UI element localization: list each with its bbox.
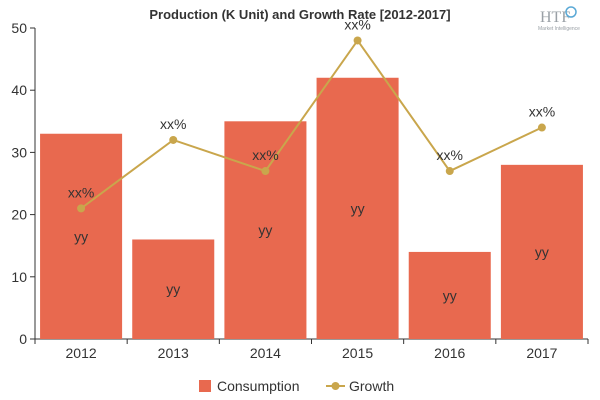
x-axis: 2012 2013 2014 2015 2016 2017	[34, 338, 589, 361]
logo-text: HTF	[540, 9, 570, 26]
bar	[224, 121, 307, 339]
legend-label-growth: Growth	[349, 378, 394, 394]
bar-label: yy	[74, 228, 88, 244]
bar	[316, 77, 399, 339]
legend-label-consumption: Consumption	[217, 378, 300, 394]
bar-label: yy	[166, 281, 180, 297]
bar	[132, 239, 215, 339]
bar	[408, 251, 491, 339]
bar-label: yy	[351, 200, 365, 216]
logo-subtext: Market Intelligence	[538, 26, 580, 32]
x-tick-label: 2015	[342, 345, 373, 361]
growth-point	[353, 36, 362, 45]
bar-series: yy yy yy yy yy yy	[40, 77, 583, 339]
growth-point	[77, 204, 86, 213]
y-tick-label: 10	[11, 269, 27, 285]
x-tick-label: 2012	[66, 345, 97, 361]
x-tick-label: 2013	[158, 345, 189, 361]
htf-logo: HTF Market Intelligence	[538, 6, 580, 32]
growth-point	[445, 167, 454, 176]
growth-point	[537, 123, 546, 132]
bar	[500, 164, 583, 339]
growth-point-label: xx%	[252, 147, 278, 163]
growth-point	[261, 167, 270, 176]
globe-icon	[565, 6, 577, 18]
growth-point-label: xx%	[160, 116, 186, 132]
bar-label: yy	[258, 222, 272, 238]
y-tick-label: 50	[11, 20, 27, 36]
x-tick-label: 2016	[434, 345, 465, 361]
y-tick-label: 40	[11, 82, 27, 98]
y-tick-label: 0	[19, 331, 27, 347]
growth-point-label: xx%	[68, 184, 94, 200]
bar-label: yy	[443, 287, 457, 303]
y-axis: 0 10 20 30 40 50	[11, 20, 36, 347]
y-tick-label: 20	[11, 207, 27, 223]
x-tick-label: 2017	[526, 345, 557, 361]
legend-marker-growth	[331, 382, 340, 390]
legend: Consumption Growth	[199, 378, 394, 394]
growth-line	[80, 38, 543, 210]
bar-label: yy	[535, 244, 549, 260]
line-series: xx% xx% xx% xx% xx% xx%	[68, 16, 555, 213]
x-tick-label: 2014	[250, 345, 281, 361]
legend-swatch-consumption	[199, 380, 211, 392]
growth-point-label: xx%	[529, 104, 555, 120]
chart-title: Production (K Unit) and Growth Rate [201…	[149, 7, 450, 22]
growth-point	[169, 135, 178, 144]
growth-point-label: xx%	[344, 16, 370, 32]
y-tick-label: 30	[11, 144, 27, 160]
bar	[40, 133, 123, 339]
growth-point-label: xx%	[437, 147, 463, 163]
